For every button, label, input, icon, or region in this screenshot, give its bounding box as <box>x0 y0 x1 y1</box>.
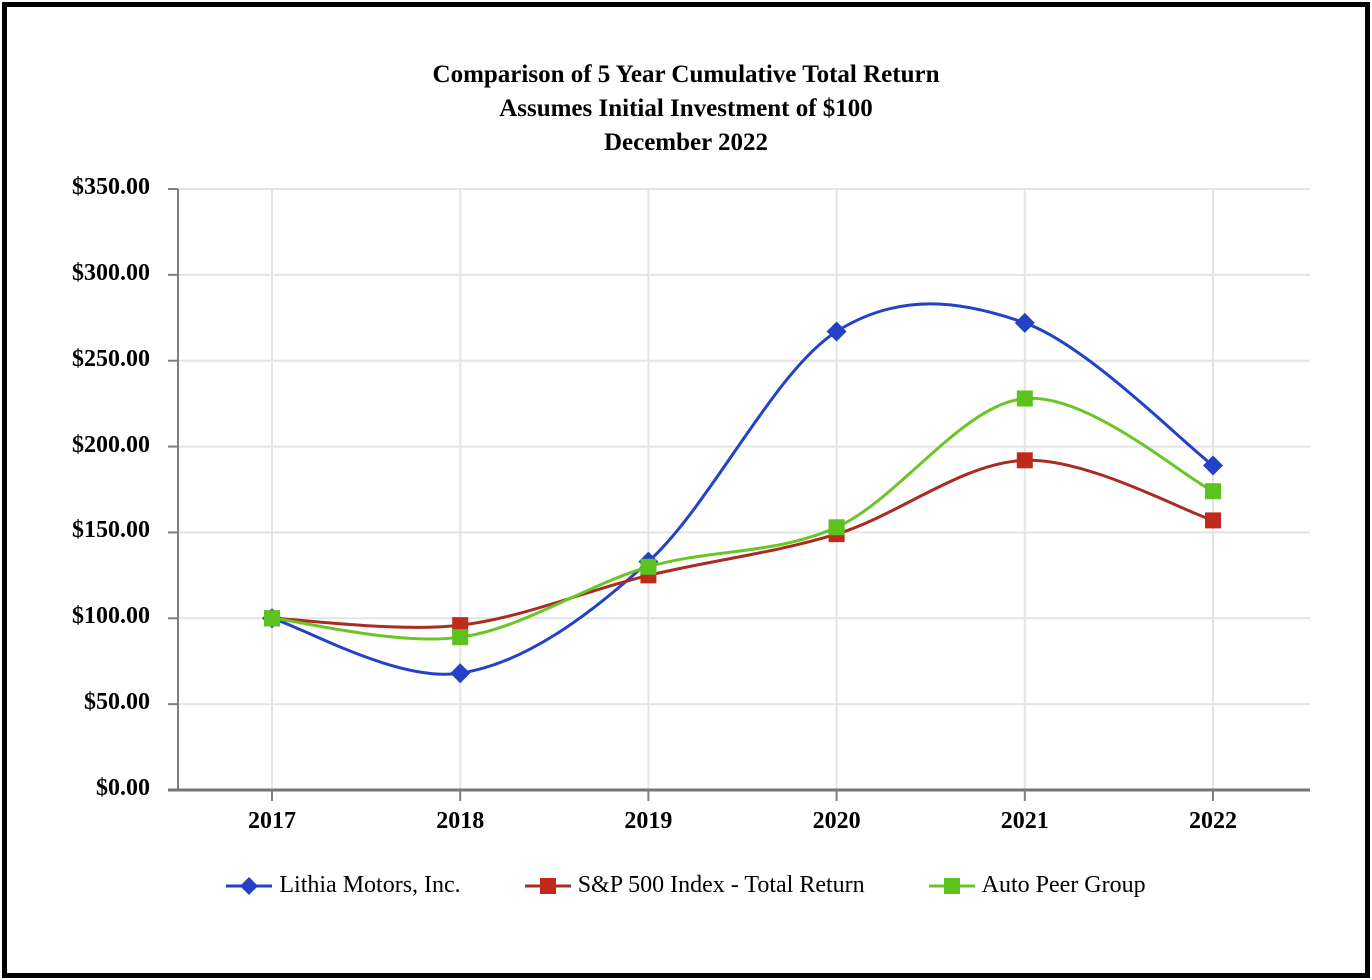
series-marker-square <box>828 519 845 536</box>
legend-label: S&P 500 Index - Total Return <box>577 872 865 898</box>
chart-title: Comparison of 5 Year Cumulative Total Re… <box>0 58 1372 160</box>
series-marker-square <box>264 610 280 627</box>
y-axis-label: $0.00 <box>96 775 150 801</box>
y-axis-label: $250.00 <box>72 345 150 372</box>
series-line-2 <box>271 458 1214 629</box>
legend-marker <box>240 876 259 895</box>
y-axis-label: $200.00 <box>72 431 150 458</box>
y-axis-label: $350.00 <box>72 174 150 200</box>
x-axis-label: 2020 <box>812 808 861 834</box>
legend-marker <box>943 877 960 894</box>
x-axis-label: 2022 <box>1189 808 1237 834</box>
y-axis-label: $300.00 <box>72 259 150 286</box>
y-axis-label: $100.00 <box>72 603 150 630</box>
series-marker-square <box>1016 390 1033 407</box>
series-marker-square <box>640 558 657 575</box>
x-axis-label: 2017 <box>248 808 296 834</box>
series-marker-diamond <box>1014 312 1035 333</box>
legend-label: Auto Peer Group <box>981 872 1146 898</box>
legend-square-icon <box>928 877 975 894</box>
series-marker-square <box>452 629 469 646</box>
x-axis-label: 2018 <box>436 808 485 834</box>
y-axis-label: $150.00 <box>72 517 150 544</box>
legend-item-2: S&P 500 Index - Total Return <box>524 872 865 899</box>
series-marker-square <box>1016 452 1033 469</box>
series-marker-square <box>1205 483 1221 500</box>
series-line-3 <box>271 396 1214 641</box>
legend-label: Lithia Motors, Inc. <box>279 872 461 898</box>
series-marker-diamond <box>1203 455 1223 476</box>
chart-title-line-3: December 2022 <box>603 129 769 156</box>
y-axis-label: $50.00 <box>84 689 150 716</box>
legend-item-3: Auto Peer Group <box>928 872 1146 899</box>
series-marker-diamond <box>826 321 847 342</box>
series-marker-diamond <box>450 663 471 684</box>
chart-title-line-1: Comparison of 5 Year Cumulative Total Re… <box>432 61 940 88</box>
x-axis-label: 2019 <box>624 808 673 834</box>
series-line-1 <box>271 302 1214 676</box>
legend-marker <box>539 877 556 894</box>
x-axis-label: 2021 <box>1000 808 1049 834</box>
legend: Lithia Motors, Inc. S&P 500 Index - Total… <box>0 872 1372 899</box>
legend-square-icon <box>524 877 571 894</box>
series-marker-square <box>1205 512 1221 529</box>
series-marker-square <box>452 617 469 634</box>
chart-title-line-2: Assumes Initial Investment of $100 <box>499 95 873 122</box>
legend-diamond-icon <box>226 876 273 895</box>
legend-item-1: Lithia Motors, Inc. <box>226 872 461 899</box>
